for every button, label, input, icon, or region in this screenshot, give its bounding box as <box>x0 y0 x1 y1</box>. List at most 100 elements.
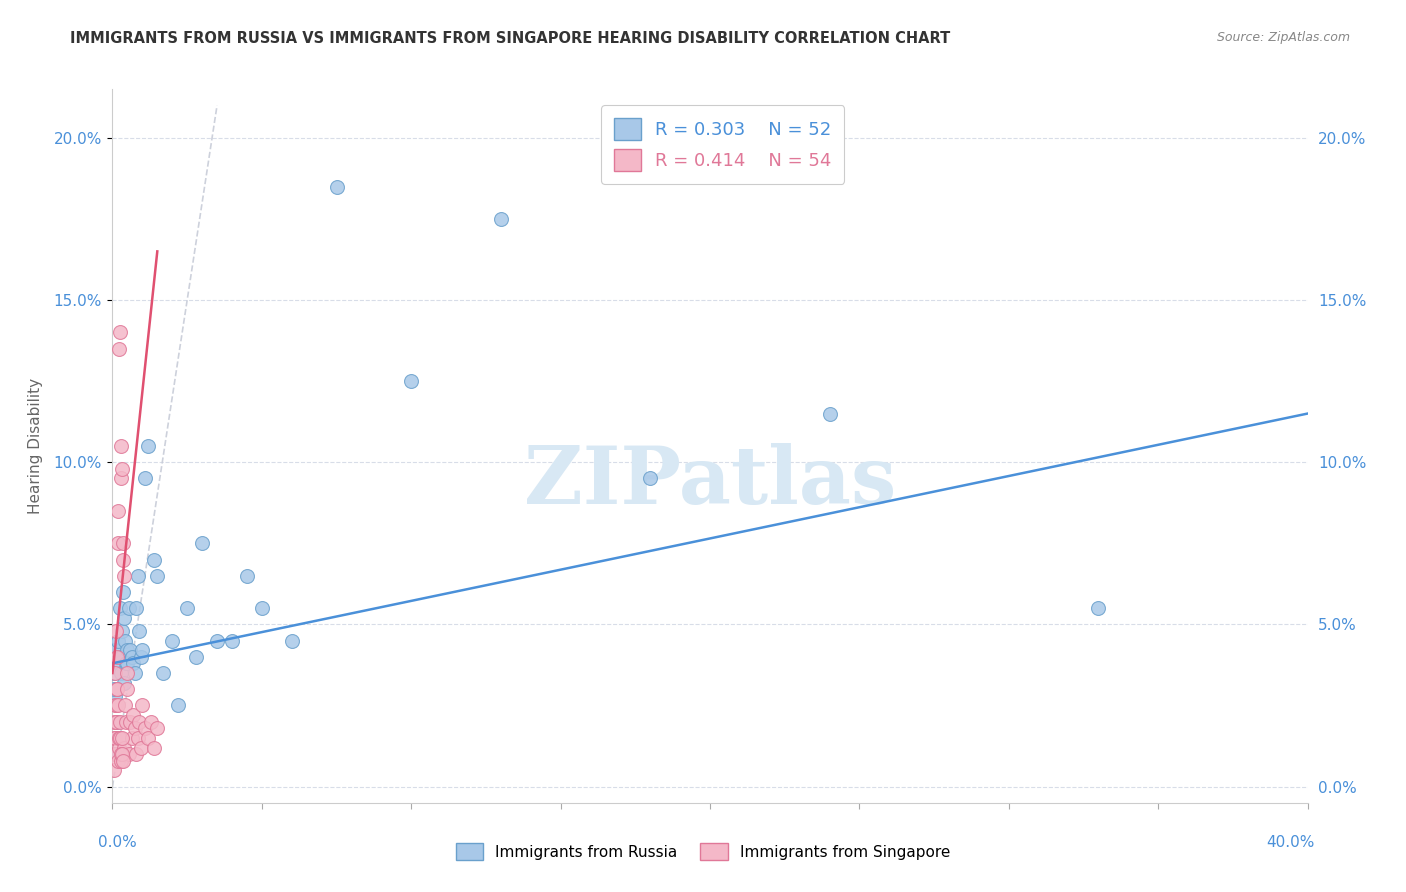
Point <box>105 682 128 697</box>
Point <box>162 633 183 648</box>
Point <box>115 714 138 729</box>
Text: ZIPatlas: ZIPatlas <box>524 442 896 521</box>
Point <box>107 536 129 550</box>
Point <box>110 649 132 664</box>
Point <box>191 536 214 550</box>
Point <box>114 740 135 755</box>
Point <box>236 568 259 582</box>
Point <box>115 643 138 657</box>
Point <box>105 682 128 697</box>
Point <box>1087 601 1109 615</box>
Point <box>105 698 128 713</box>
Point <box>110 754 132 768</box>
Point <box>121 649 143 664</box>
Point <box>120 643 142 657</box>
Point <box>122 657 145 671</box>
Point <box>105 624 128 638</box>
Point <box>134 721 156 735</box>
Point <box>127 568 149 582</box>
Point <box>122 708 145 723</box>
Point <box>107 633 129 648</box>
Point <box>107 504 129 518</box>
Point <box>104 666 127 681</box>
Point <box>131 698 153 713</box>
Point <box>118 601 141 615</box>
Point <box>104 689 127 703</box>
Point <box>104 714 127 729</box>
Point <box>108 342 131 356</box>
Point <box>127 731 149 745</box>
Point <box>115 657 138 671</box>
Point <box>115 682 138 697</box>
Point <box>143 552 166 566</box>
Point <box>125 747 148 761</box>
Point <box>108 326 131 340</box>
Point <box>105 682 128 697</box>
Point <box>124 721 146 735</box>
Point <box>141 714 163 729</box>
Point <box>104 747 127 761</box>
Point <box>221 633 243 648</box>
Point <box>111 585 134 599</box>
Point <box>250 601 273 615</box>
Point <box>108 657 131 671</box>
Point <box>103 747 125 761</box>
Point <box>152 666 174 681</box>
Point <box>107 740 129 755</box>
Point <box>117 666 139 681</box>
Point <box>134 471 156 485</box>
Point <box>114 633 136 648</box>
Point <box>401 374 423 388</box>
Point <box>103 764 125 778</box>
Point <box>121 731 143 745</box>
Point <box>124 666 146 681</box>
Point <box>107 698 129 713</box>
Point <box>111 754 134 768</box>
Point <box>112 536 135 550</box>
Point <box>138 439 160 453</box>
Point <box>125 601 148 615</box>
Point <box>105 714 128 729</box>
Point <box>112 568 135 582</box>
Point <box>103 714 125 729</box>
Point <box>120 714 142 729</box>
Point <box>138 731 160 745</box>
Point <box>143 740 166 755</box>
Point <box>325 179 347 194</box>
Point <box>176 601 198 615</box>
Point <box>128 624 150 638</box>
Point <box>110 747 132 761</box>
Point <box>104 731 127 745</box>
Text: 0.0%: 0.0% <box>98 836 138 850</box>
Point <box>167 698 190 713</box>
Point <box>281 633 304 648</box>
Point <box>110 439 132 453</box>
Point <box>114 611 135 625</box>
Point <box>146 721 169 735</box>
Point <box>104 643 127 657</box>
Point <box>146 568 169 582</box>
Point <box>112 675 135 690</box>
Point <box>108 601 131 615</box>
Point <box>114 698 136 713</box>
Point <box>108 731 131 745</box>
Point <box>111 461 134 475</box>
Point <box>186 649 208 664</box>
Point <box>128 714 150 729</box>
Point <box>129 740 152 755</box>
Point <box>105 649 128 664</box>
Point <box>107 754 129 768</box>
Point <box>107 731 129 745</box>
Point <box>117 657 139 671</box>
Point <box>129 649 152 664</box>
Point <box>111 731 134 745</box>
Point <box>111 552 134 566</box>
Point <box>110 471 132 485</box>
Text: IMMIGRANTS FROM RUSSIA VS IMMIGRANTS FROM SINGAPORE HEARING DISABILITY CORRELATI: IMMIGRANTS FROM RUSSIA VS IMMIGRANTS FRO… <box>70 31 950 46</box>
Text: 40.0%: 40.0% <box>1267 836 1315 850</box>
Point <box>103 666 125 681</box>
Point <box>131 643 153 657</box>
Point <box>104 698 127 713</box>
Point <box>205 633 228 648</box>
Legend: Immigrants from Russia, Immigrants from Singapore: Immigrants from Russia, Immigrants from … <box>450 837 956 866</box>
